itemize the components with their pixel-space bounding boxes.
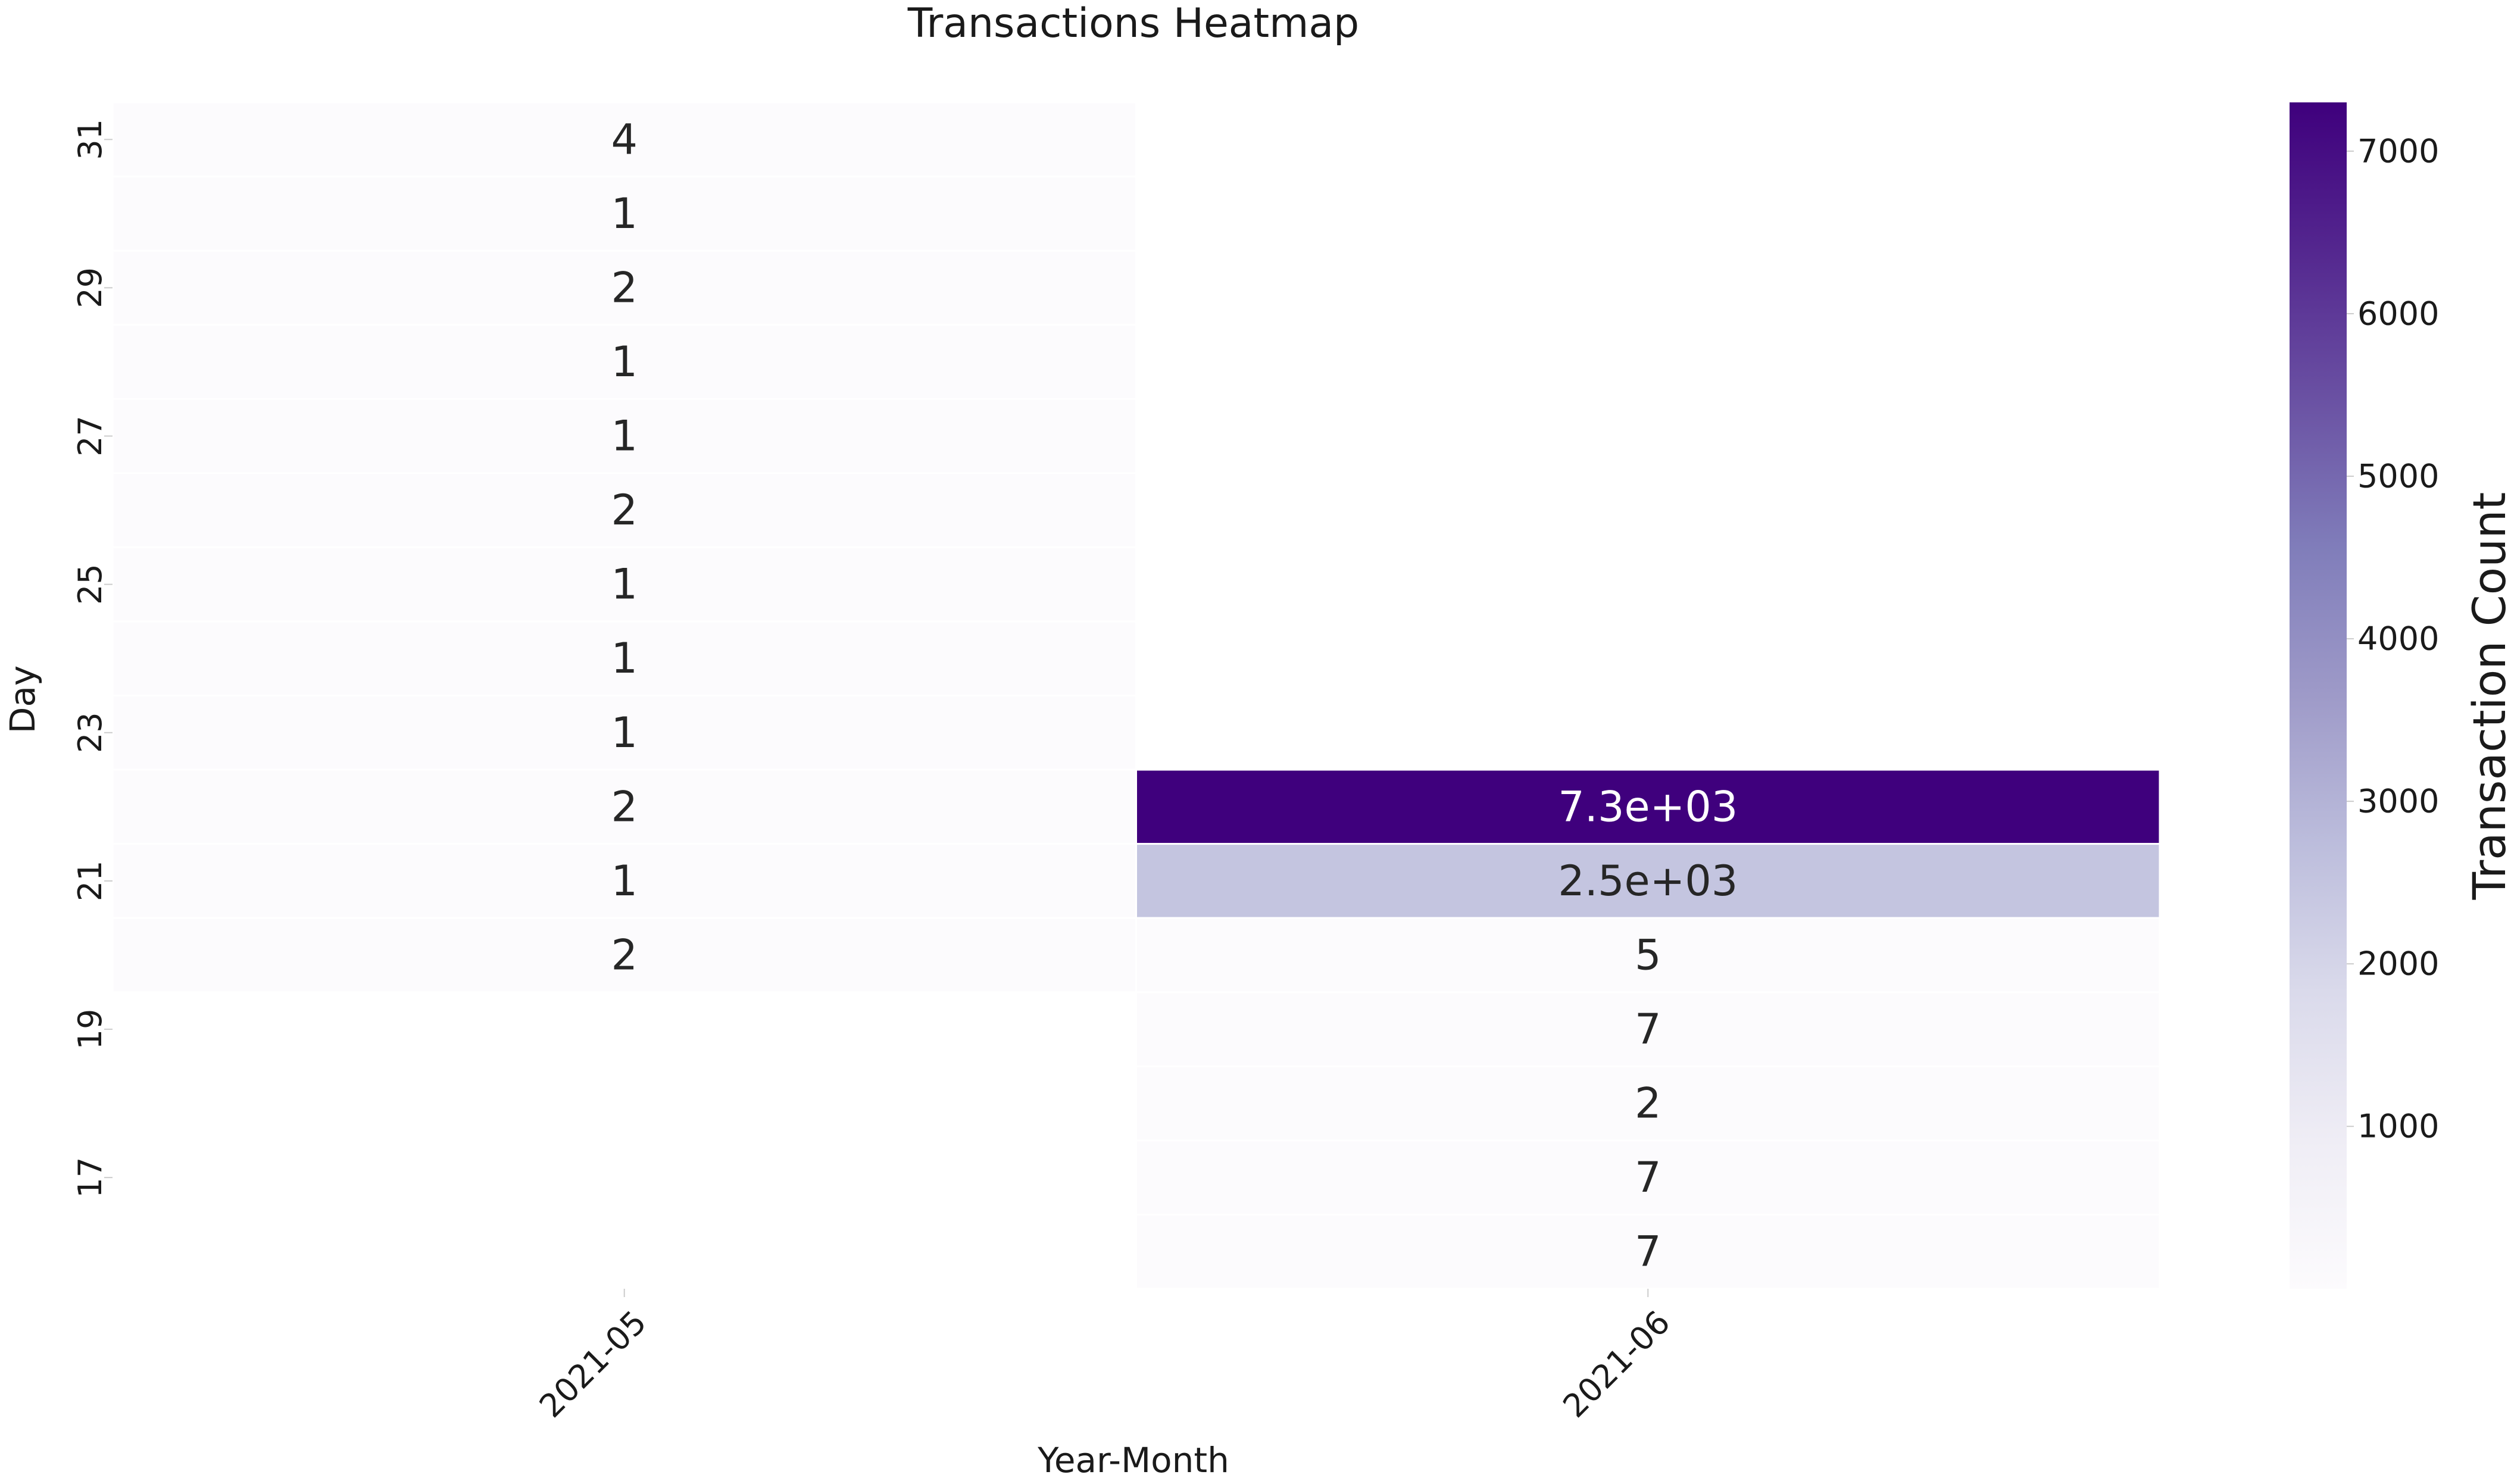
cell-value-label: 1 xyxy=(611,560,638,609)
y-axis-ticks: 31 29 27 25 23 21 19 17 xyxy=(71,119,113,1198)
cell-value-label: 2 xyxy=(611,930,638,979)
cell-value-label: 7.3e+03 xyxy=(1558,782,1738,831)
heatmap-cell-2021-05-day-27 xyxy=(111,398,1137,474)
y-tick-label: 23 xyxy=(71,712,109,753)
cell-value-label: 2 xyxy=(611,486,638,535)
colorbar-ticks: 1000 2000 3000 4000 5000 6000 7000 xyxy=(2347,132,2439,1145)
y-tick-label: 25 xyxy=(71,564,109,605)
colorbar-label: Transaction Count xyxy=(2463,492,2511,901)
heatmap-cell-2021-06-day-16 xyxy=(1135,1213,2161,1290)
heatmap-cell-2021-06-day-17 xyxy=(1135,1139,2161,1216)
colorbar xyxy=(2290,102,2347,1289)
y-tick-label: 17 xyxy=(71,1157,109,1198)
heatmap-cell-2021-06-day-20 xyxy=(1135,917,2161,994)
colorbar-tick-label: 4000 xyxy=(2357,620,2439,658)
cell-value-label: 1 xyxy=(611,857,638,905)
cell-value-label: 1 xyxy=(611,189,638,238)
cell-value-label: 7 xyxy=(1635,1227,1661,1276)
colorbar-tick-label: 1000 xyxy=(2357,1108,2439,1145)
colorbar-tick-label: 3000 xyxy=(2357,783,2439,820)
y-tick-label: 29 xyxy=(71,267,109,308)
x-tick-label: 2021-06 xyxy=(1556,1304,1677,1425)
x-tick-label: 2021-05 xyxy=(532,1304,654,1425)
heatmap-cell-2021-05-day-22 xyxy=(111,768,1137,845)
y-tick-label: 31 xyxy=(71,119,109,160)
cell-value-label: 7 xyxy=(1635,1005,1661,1054)
colorbar-tick-label: 2000 xyxy=(2357,945,2439,983)
heatmap-cell-2021-06-day-21 xyxy=(1135,843,2161,919)
y-axis-label: Day xyxy=(2,666,43,734)
heatmap-cell-2021-06-day-19 xyxy=(1135,991,2161,1067)
heatmap-cell-2021-06-day-18 xyxy=(1135,1065,2161,1142)
cell-value-label: 1 xyxy=(611,412,638,461)
cell-value-label: 4 xyxy=(611,115,638,164)
y-tick-label: 27 xyxy=(71,415,109,457)
heatmap-cell-2021-05-day-24 xyxy=(111,620,1137,696)
chart-title: Transactions Heatmap xyxy=(907,0,1359,47)
heatmap-cell-2021-05-day-31 xyxy=(111,101,1137,178)
cell-value-label: 2 xyxy=(611,782,638,831)
cell-value-label: 2 xyxy=(1635,1079,1661,1128)
heatmap-cell-2021-05-day-28 xyxy=(111,324,1137,400)
heatmap-cell-2021-05-day-20 xyxy=(111,917,1137,994)
heatmap-cells: 4 1 2 1 1 2 1 1 1 2 1 2 7.3e+03 2.5e+03 5 7 2 7 7 xyxy=(111,101,2161,1290)
cell-value-label: 1 xyxy=(611,338,638,386)
cell-value-label: 1 xyxy=(611,708,638,757)
y-tick-label: 19 xyxy=(71,1009,109,1050)
y-tick-label: 21 xyxy=(71,861,109,902)
heatmap-cell-2021-05-day-29 xyxy=(111,249,1137,326)
colorbar-tick-label: 5000 xyxy=(2357,458,2439,495)
heatmap-cell-2021-06-day-22 xyxy=(1135,768,2161,845)
heatmap-cell-2021-05-day-30 xyxy=(111,176,1137,252)
colorbar-tick-label: 7000 xyxy=(2357,132,2439,170)
cell-value-label: 5 xyxy=(1635,930,1661,979)
x-axis-label: Year-Month xyxy=(1037,1440,1229,1480)
x-axis-ticks: 2021-05 2021-06 xyxy=(532,1289,1677,1425)
cell-value-label: 2.5e+03 xyxy=(1558,857,1738,905)
cell-value-label: 7 xyxy=(1635,1153,1661,1202)
heatmap-cell-2021-05-day-26 xyxy=(111,472,1137,548)
cell-value-label: 2 xyxy=(611,263,638,312)
cell-value-label: 1 xyxy=(611,634,638,683)
colorbar-tick-label: 6000 xyxy=(2357,295,2439,332)
